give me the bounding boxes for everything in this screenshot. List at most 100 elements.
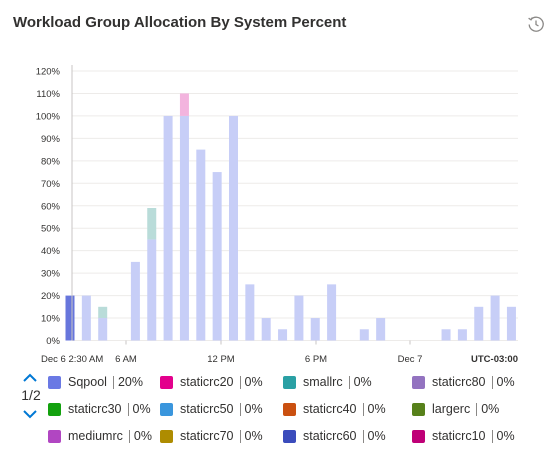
legend-item-name: staticrc10 <box>432 429 486 443</box>
legend-item-name: Sqpool <box>68 375 107 389</box>
timezone-label: UTC-03:00 <box>471 354 518 365</box>
legend-row: Sqpool 20% staticrc20 0% smallrc 0% staticrc80… <box>48 375 548 393</box>
legend-item-staticrc10[interactable]: staticrc10 0% <box>412 429 515 443</box>
y-tick-label: 60% <box>41 201 61 212</box>
bar-segment-sqpool[interactable] <box>130 261 140 341</box>
legend-item-value: 0% <box>132 402 151 416</box>
bar-segment-sqpool[interactable] <box>506 306 516 341</box>
bar-chart: 0% 10% 20% 30% 40% 50% 60% 70% 80% 90% 100% 110% 120… <box>36 65 518 365</box>
legend-swatch <box>160 402 173 416</box>
bar-segment-sqpool[interactable] <box>179 115 189 341</box>
legend-swatch <box>160 375 173 389</box>
legend-item-name: largerc <box>432 402 471 416</box>
legend-separator <box>128 429 130 443</box>
bar-segment-sqpool[interactable] <box>147 239 157 341</box>
legend-item-value: 0% <box>244 375 263 389</box>
bar-segment-sqpool[interactable] <box>359 329 369 341</box>
legend-item-largerc[interactable]: largerc 0% <box>412 402 499 416</box>
legend-separator <box>491 375 493 389</box>
bar-segment-sqpool[interactable] <box>474 306 484 341</box>
y-tick-label: 120% <box>36 67 61 78</box>
legend-separator <box>239 375 241 389</box>
legend-item-value: 0% <box>133 429 152 443</box>
y-tick-label: 110% <box>36 89 60 100</box>
legend-item-staticrc40[interactable]: staticrc40 0% <box>283 402 386 416</box>
x-tick-label: 6 PM <box>305 354 327 365</box>
bar-segment-sqpool[interactable] <box>163 115 173 341</box>
legend-separator <box>112 375 114 389</box>
chart-title: Workload Group Allocation By System Perc… <box>13 14 347 31</box>
bar-segment-sqpool[interactable] <box>196 149 206 341</box>
legend-item-staticrc30[interactable]: staticrc30 0% <box>48 402 151 416</box>
legend-swatch <box>283 429 296 443</box>
legend-swatch <box>283 402 296 416</box>
legend-item-name: staticrc50 <box>180 402 234 416</box>
legend-item-mediumrc[interactable]: mediumrc 0% <box>48 429 152 443</box>
legend-item-staticrc70[interactable]: staticrc70 0% <box>160 429 263 443</box>
legend-item-staticrc50[interactable]: staticrc50 0% <box>160 402 263 416</box>
legend-item-value: 0% <box>481 402 500 416</box>
bar-segment-sqpool[interactable] <box>490 295 500 341</box>
legend-item-value: 0% <box>496 429 515 443</box>
legend-item-name: smallrc <box>303 375 343 389</box>
legend-item-staticrc20[interactable]: staticrc20 0% <box>160 375 263 389</box>
history-icon[interactable] <box>527 15 545 33</box>
bar-segment-sqpool[interactable] <box>212 172 222 341</box>
y-tick-label: 40% <box>41 246 61 257</box>
bar-segment-sqpool[interactable] <box>98 318 108 341</box>
legend-item-smallrc[interactable]: smallrc 0% <box>283 375 372 389</box>
legend-item-value: 0% <box>367 429 386 443</box>
bar-segment-sqpool[interactable] <box>278 329 288 341</box>
chart-bars[interactable] <box>65 93 516 341</box>
y-tick-label: 10% <box>41 314 61 325</box>
legend-swatch <box>48 429 61 443</box>
bar-segment-staticrc20[interactable] <box>179 93 189 116</box>
legend-row: staticrc30 0% staticrc50 0% staticrc40 0% larg… <box>48 402 548 420</box>
y-tick-label: 90% <box>41 134 61 145</box>
bar-segment-sqpool[interactable] <box>441 329 451 341</box>
legend-separator <box>491 429 493 443</box>
x-tick-label: Dec 7 <box>398 354 423 365</box>
y-tick-label: 100% <box>36 111 61 122</box>
bar-segment-sqpool[interactable] <box>65 295 75 341</box>
y-tick-label: 50% <box>41 224 61 235</box>
chart-legend: Sqpool 20% staticrc20 0% smallrc 0% staticrc80… <box>48 375 548 456</box>
legend-item-sqpool[interactable]: Sqpool 20% <box>48 375 143 389</box>
legend-swatch <box>283 375 296 389</box>
legend-swatch <box>160 429 173 443</box>
chevron-down-icon[interactable] <box>22 409 38 419</box>
legend-item-name: mediumrc <box>68 429 123 443</box>
bar-segment-sqpool[interactable] <box>245 284 255 341</box>
legend-item-value: 0% <box>496 375 515 389</box>
chevron-up-icon[interactable] <box>22 373 38 383</box>
y-tick-label: 80% <box>41 156 61 167</box>
bar-segment-smallrc[interactable] <box>98 306 108 319</box>
bar-segment-sqpool[interactable] <box>294 295 304 341</box>
legend-item-staticrc60[interactable]: staticrc60 0% <box>283 429 386 443</box>
legend-item-staticrc80[interactable]: staticrc80 0% <box>412 375 515 389</box>
bar-segment-sqpool[interactable] <box>229 115 238 341</box>
legend-separator <box>362 429 364 443</box>
bar-segment-sqpool[interactable] <box>81 295 91 341</box>
bar-segment-sqpool[interactable] <box>376 318 386 341</box>
y-tick-label: 70% <box>41 179 61 190</box>
legend-item-name: staticrc80 <box>432 375 486 389</box>
legend-separator <box>127 402 129 416</box>
legend-item-name: staticrc30 <box>68 402 122 416</box>
legend-item-value: 0% <box>367 402 386 416</box>
bar-segment-sqpool[interactable] <box>310 318 320 341</box>
legend-item-name: staticrc60 <box>303 429 357 443</box>
y-axis-ticks: 0% 10% 20% 30% 40% 50% 60% 70% 80% 90% 100% 110% 120… <box>36 67 61 348</box>
legend-separator <box>239 429 241 443</box>
bar-segment-sqpool[interactable] <box>457 329 467 341</box>
legend-pager: 1/2 <box>18 373 44 419</box>
legend-row: mediumrc 0% staticrc70 0% staticrc60 0% static… <box>48 429 548 447</box>
legend-swatch <box>48 375 61 389</box>
bar-segment-sqpool[interactable] <box>327 284 337 341</box>
bar-segment-sqpool[interactable] <box>261 318 271 341</box>
legend-item-value: 0% <box>244 429 263 443</box>
legend-item-value: 20% <box>117 375 143 389</box>
bar-segment-smallrc[interactable] <box>147 207 157 240</box>
x-axis-ticks: Dec 6 2:30 AM 6 AM 12 PM 6 PM Dec 7 UTC-03:00 <box>41 340 518 365</box>
legend-swatch <box>412 402 425 416</box>
